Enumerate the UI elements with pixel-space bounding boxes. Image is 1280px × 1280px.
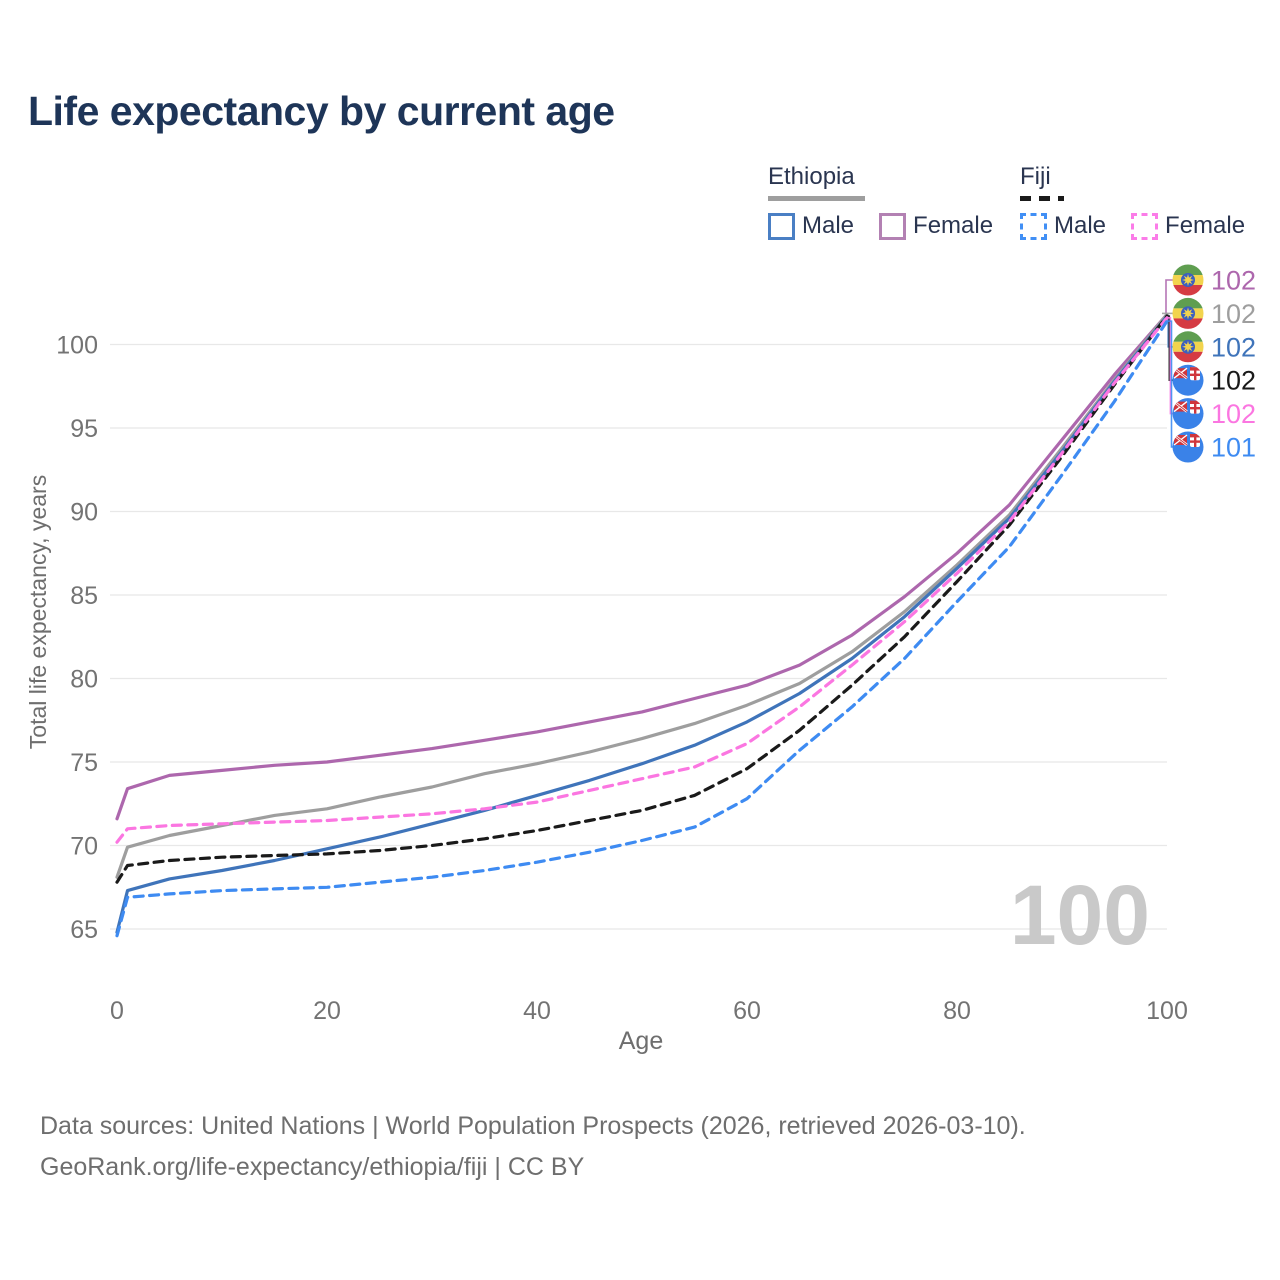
page-title: Life expectancy by current age bbox=[28, 88, 615, 134]
end-value-label-fiji-total: 102 bbox=[1211, 366, 1256, 396]
series-line-fiji-male bbox=[115, 319, 1169, 938]
ethiopia-female-swatch-icon bbox=[879, 212, 907, 240]
fiji-flag-icon bbox=[1172, 364, 1204, 396]
x-tick-label-0: 0 bbox=[110, 997, 124, 1025]
x-tick-label-20: 20 bbox=[313, 997, 341, 1025]
legend-group-ethiopia: Ethiopia Male Female bbox=[768, 163, 1018, 240]
series-line-ethiopia-female bbox=[115, 312, 1169, 821]
legend-header-fiji[interactable]: Fiji bbox=[1020, 163, 1051, 190]
series-line-ethiopia-total bbox=[115, 312, 1169, 879]
x-axis-title: Age bbox=[619, 1027, 663, 1055]
ethiopia-flag-icon bbox=[1172, 297, 1204, 329]
y-tick-label-70: 70 bbox=[70, 833, 98, 861]
x-tick-label-40: 40 bbox=[523, 997, 551, 1025]
fiji-flag-icon bbox=[1172, 398, 1204, 430]
legend-item-fiji-female[interactable]: Female bbox=[1131, 212, 1245, 240]
end-value-label-ethiopia-female: 102 bbox=[1211, 266, 1256, 296]
y-tick-label-65: 65 bbox=[70, 916, 98, 944]
legend-item-fiji-male[interactable]: Male bbox=[1020, 212, 1106, 240]
x-tick-label-60: 60 bbox=[733, 997, 761, 1025]
y-tick-label-80: 80 bbox=[70, 666, 98, 694]
y-axis-title: Total life expectancy, years bbox=[25, 475, 51, 749]
y-tick-label-90: 90 bbox=[70, 499, 98, 527]
legend-item-label: Male bbox=[802, 212, 855, 239]
ethiopia-flag-icon bbox=[1172, 331, 1204, 363]
legend-item-ethiopia-male[interactable]: Male bbox=[768, 212, 854, 240]
year-watermark: 100 bbox=[1010, 868, 1150, 962]
series-line-ethiopia-male bbox=[115, 314, 1169, 934]
legend-group-fiji: Fiji Male Female bbox=[1020, 163, 1270, 240]
series-line-fiji-total bbox=[115, 314, 1169, 884]
end-value-label-ethiopia-total: 102 bbox=[1211, 299, 1256, 329]
legend-item-label: Male bbox=[1054, 212, 1107, 239]
end-value-label-fiji-female: 102 bbox=[1211, 399, 1256, 429]
legend-underline-ethiopia bbox=[768, 196, 865, 201]
ethiopia-male-swatch-icon bbox=[768, 212, 795, 240]
y-tick-label-75: 75 bbox=[70, 749, 98, 777]
fiji-flag-icon bbox=[1172, 431, 1204, 463]
footer-attribution[interactable]: GeoRank.org/life-expectancy/ethiopia/fij… bbox=[40, 1153, 585, 1181]
x-tick-label-100: 100 bbox=[1146, 997, 1188, 1025]
y-tick-label-100: 100 bbox=[56, 332, 98, 360]
legend-header-ethiopia[interactable]: Ethiopia bbox=[768, 163, 855, 190]
end-value-label-ethiopia-male: 102 bbox=[1211, 332, 1256, 362]
legend-item-ethiopia-female[interactable]: Female bbox=[879, 212, 993, 240]
fiji-male-swatch-icon bbox=[1020, 212, 1047, 240]
y-tick-label-95: 95 bbox=[70, 415, 98, 443]
footer: Data sources: United Nations | World Pop… bbox=[40, 1106, 1026, 1188]
end-value-label-fiji-male: 101 bbox=[1211, 433, 1256, 463]
legend-item-label: Female bbox=[1165, 212, 1246, 239]
series-line-fiji-female bbox=[115, 316, 1169, 844]
y-tick-label-85: 85 bbox=[70, 582, 98, 610]
x-tick-label-80: 80 bbox=[943, 997, 971, 1025]
legend-item-label: Female bbox=[913, 212, 994, 239]
ethiopia-flag-icon bbox=[1172, 264, 1204, 296]
fiji-female-swatch-icon bbox=[1131, 212, 1159, 240]
legend-underline-fiji bbox=[1020, 196, 1064, 201]
footer-data-sources: Data sources: United Nations | World Pop… bbox=[40, 1112, 1026, 1140]
